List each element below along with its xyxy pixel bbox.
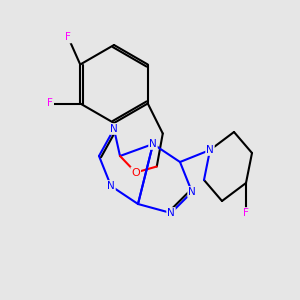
Text: N: N xyxy=(188,187,196,197)
Text: O: O xyxy=(131,167,140,178)
Text: F: F xyxy=(47,98,53,109)
Text: F: F xyxy=(65,32,71,43)
Text: F: F xyxy=(243,208,249,218)
Text: N: N xyxy=(167,208,175,218)
Text: N: N xyxy=(149,139,157,149)
Text: N: N xyxy=(110,124,118,134)
Text: N: N xyxy=(206,145,214,155)
Text: N: N xyxy=(107,181,115,191)
